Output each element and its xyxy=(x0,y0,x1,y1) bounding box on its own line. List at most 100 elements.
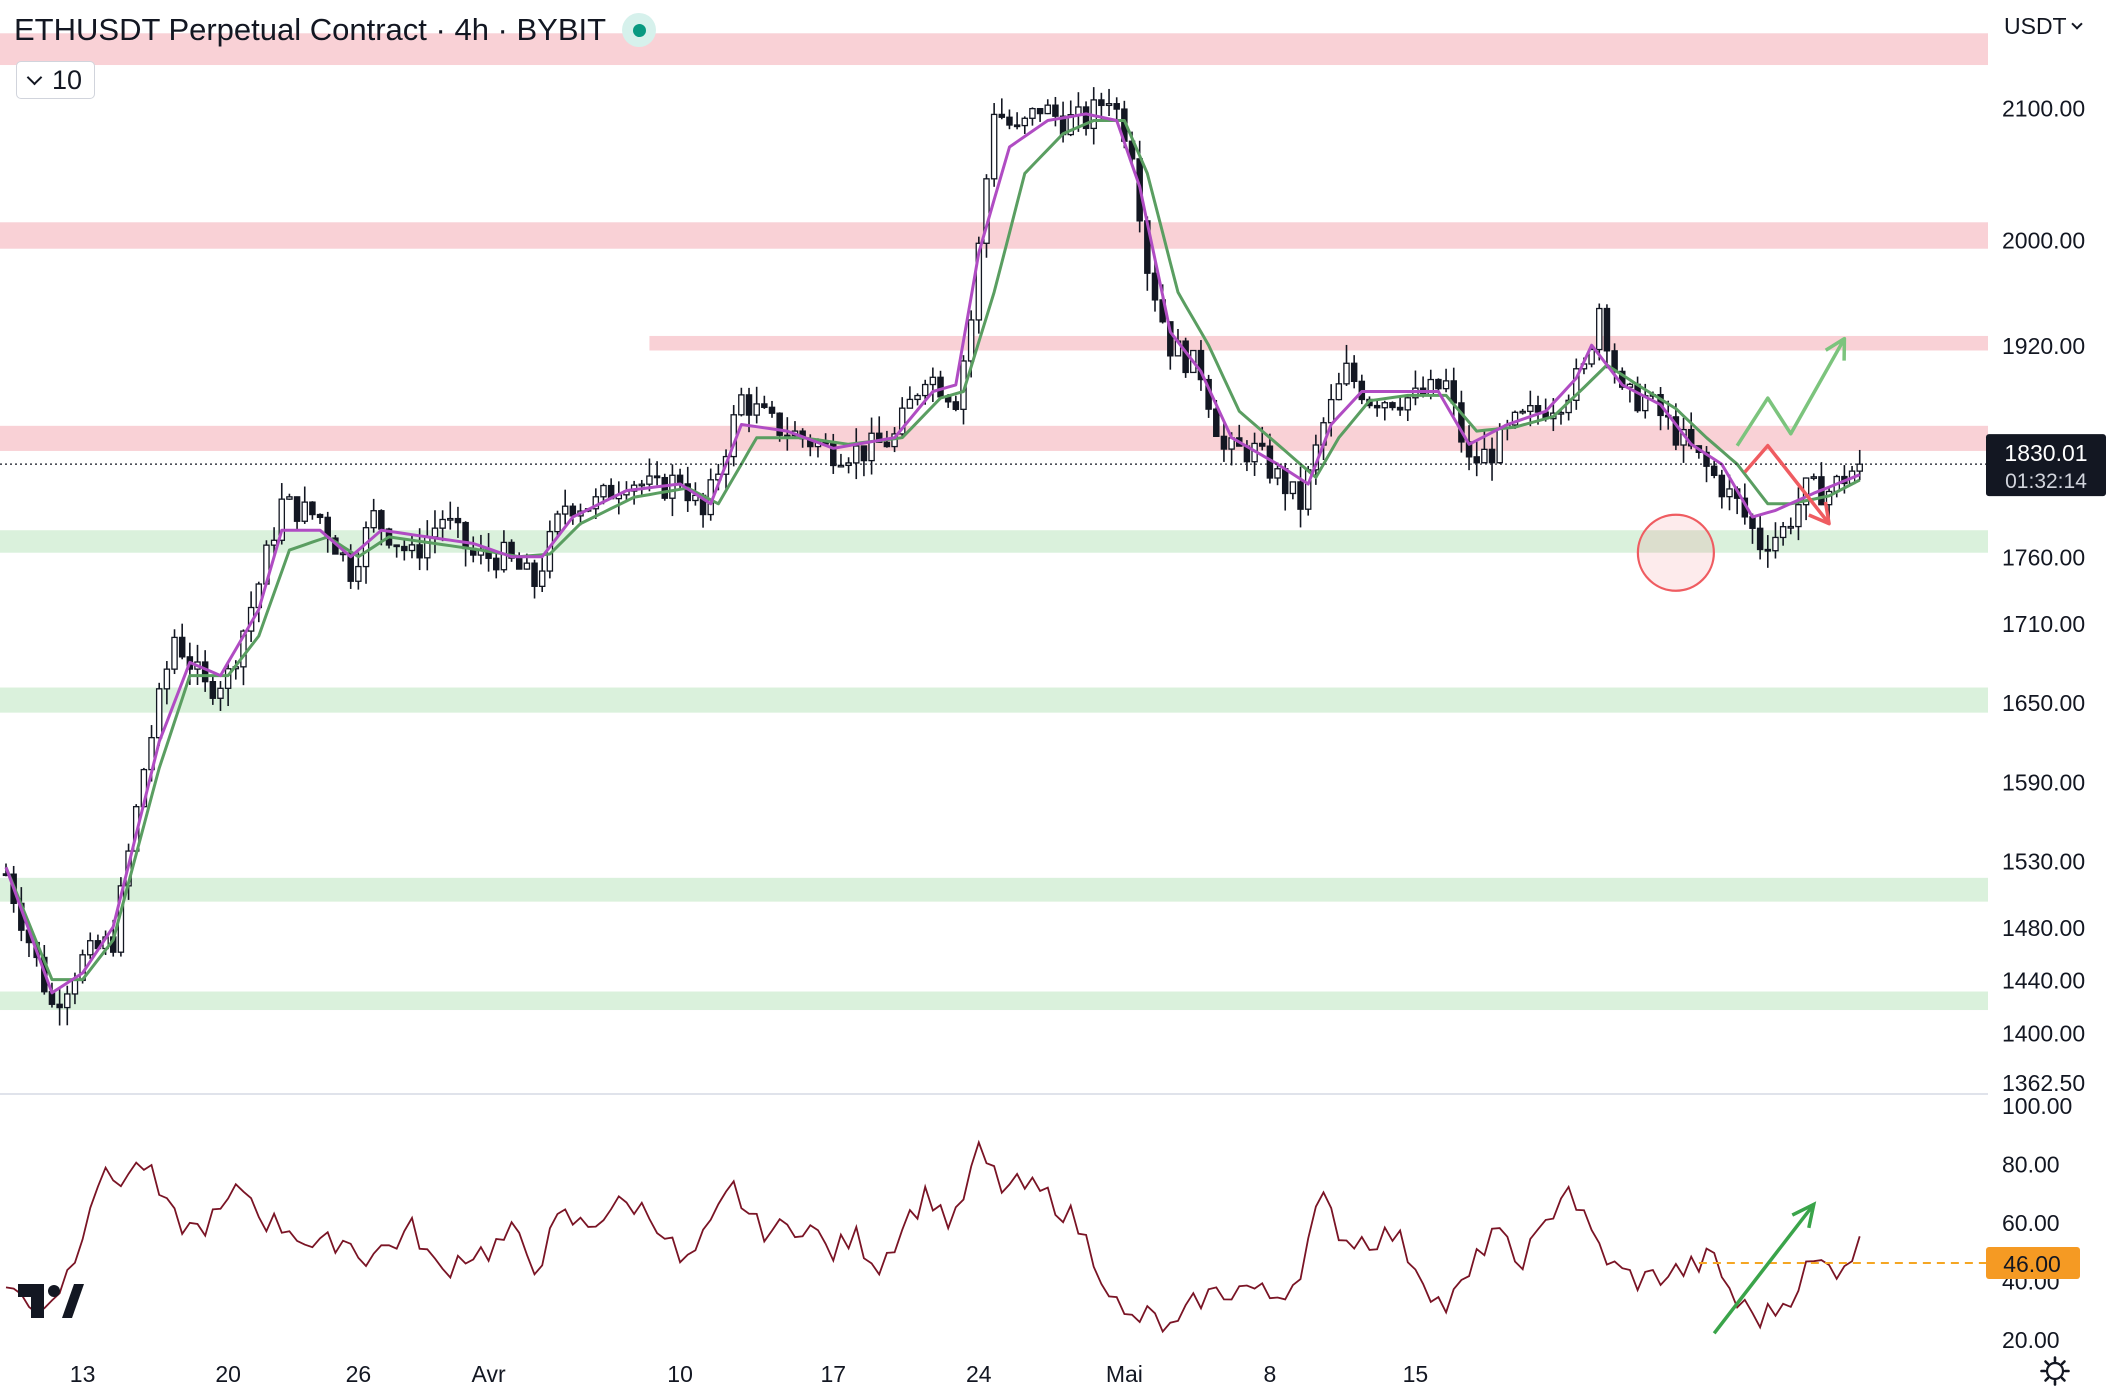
candle xyxy=(1473,440,1480,477)
candle-body xyxy=(293,496,301,522)
price-tick-label: 1400.00 xyxy=(2002,1020,2085,1046)
candle xyxy=(615,481,623,515)
price-tag-value: 1830.01 xyxy=(2004,440,2087,466)
candle-body xyxy=(1274,468,1281,479)
candle-body xyxy=(1297,481,1304,510)
support-zone[interactable] xyxy=(0,530,1988,553)
candle-body xyxy=(217,687,224,699)
candle-body xyxy=(378,510,385,530)
symbol-title[interactable]: ETHUSDT Perpetual Contract · 4h · BYBIT xyxy=(14,12,607,47)
candle xyxy=(424,520,431,571)
candle xyxy=(201,650,209,692)
candle xyxy=(983,174,990,258)
annotations-layer xyxy=(1636,336,1847,592)
candle xyxy=(1810,473,1818,481)
candle xyxy=(990,103,998,187)
support-zone[interactable] xyxy=(0,877,1988,902)
ma-slow-line[interactable] xyxy=(4,119,1861,982)
time-tick-label: Avr xyxy=(472,1361,506,1387)
candle-body xyxy=(1021,117,1029,127)
price-tick-label: 1362.50 xyxy=(2002,1070,2085,1096)
candle-body xyxy=(416,544,423,559)
candle-body xyxy=(1098,99,1105,107)
bullish-path-arrow[interactable] xyxy=(1735,337,1846,447)
time-tick-label: 26 xyxy=(346,1361,372,1387)
bearish-path-arrow[interactable] xyxy=(1743,443,1831,525)
candle-body xyxy=(56,1003,63,1009)
resistance-zone[interactable] xyxy=(0,425,1988,451)
candle xyxy=(492,551,500,579)
candle-body xyxy=(1496,427,1503,464)
resistance-zone[interactable] xyxy=(649,335,1989,351)
candle xyxy=(1197,340,1205,391)
candle xyxy=(1389,401,1396,411)
candle-body xyxy=(998,113,1006,118)
candle-body xyxy=(1710,465,1718,477)
resistance-zone[interactable] xyxy=(0,222,1988,249)
candle xyxy=(1787,517,1795,535)
rsi-value-tag[interactable]: 46.00 xyxy=(1986,1246,2080,1279)
moving-averages-layer xyxy=(0,112,1988,995)
candle xyxy=(178,623,186,660)
candle-body xyxy=(554,513,561,533)
candle-body xyxy=(224,668,232,689)
candle xyxy=(707,468,714,521)
candle-body xyxy=(1756,527,1764,551)
candle-body xyxy=(1167,321,1174,357)
candle-body xyxy=(431,527,439,538)
tradingview-logo-icon[interactable] xyxy=(18,1284,84,1318)
candle-body xyxy=(515,557,523,570)
candle-body xyxy=(1672,416,1680,446)
candle-body xyxy=(531,562,538,587)
support-zone[interactable] xyxy=(0,687,1988,713)
candle xyxy=(309,501,316,520)
candle-body xyxy=(868,432,875,462)
resistance-zone[interactable] xyxy=(0,33,1988,66)
highlight-circle[interactable] xyxy=(1636,513,1715,592)
candle-body xyxy=(853,445,860,464)
candle-body xyxy=(240,630,247,668)
currency-selector[interactable]: USDT xyxy=(2004,10,2083,42)
candle-body xyxy=(1006,116,1013,126)
candle-body xyxy=(1052,104,1059,117)
candle xyxy=(56,986,63,1026)
candle-body xyxy=(1749,516,1756,529)
price-tick-label: 2000.00 xyxy=(2002,227,2085,253)
candle-body xyxy=(171,636,178,670)
candle-body xyxy=(1856,463,1863,472)
gear-icon[interactable] xyxy=(2040,1356,2070,1386)
candle-body xyxy=(1404,397,1412,411)
price-tick-label: 2100.00 xyxy=(2002,95,2085,121)
candle xyxy=(1006,109,1013,130)
candle xyxy=(1458,390,1465,453)
candle-body xyxy=(155,688,163,739)
candle xyxy=(1373,400,1381,417)
ma-fast-line[interactable] xyxy=(4,112,1861,995)
candle-body xyxy=(309,501,316,516)
rsi-line[interactable] xyxy=(5,1139,1861,1334)
candle xyxy=(1596,303,1603,361)
price-tag-box xyxy=(1986,434,2106,497)
candle xyxy=(1442,368,1450,393)
candle-body xyxy=(745,394,753,416)
support-zone[interactable] xyxy=(0,991,1988,1011)
candle xyxy=(1274,462,1281,486)
candle xyxy=(1764,535,1772,568)
candle-body xyxy=(408,544,416,552)
chevron-down-icon xyxy=(2070,17,2083,30)
candle-body xyxy=(270,539,278,546)
indicator-collapse-button[interactable]: 10 xyxy=(16,61,96,99)
candle-body xyxy=(1787,525,1795,529)
candle xyxy=(393,544,400,558)
last-price-tag[interactable]: 1830.01 01:32:14 xyxy=(1986,434,2106,497)
rsi-bullish-arrow[interactable] xyxy=(1712,1203,1816,1335)
candle xyxy=(1488,437,1496,481)
candle xyxy=(439,510,446,542)
time-tick-label: 15 xyxy=(1403,1361,1429,1387)
candle-body xyxy=(209,681,217,699)
currency-label: USDT xyxy=(2004,12,2067,39)
candle-body xyxy=(454,517,462,524)
candle-body xyxy=(1381,402,1389,409)
candle-body xyxy=(538,570,546,587)
